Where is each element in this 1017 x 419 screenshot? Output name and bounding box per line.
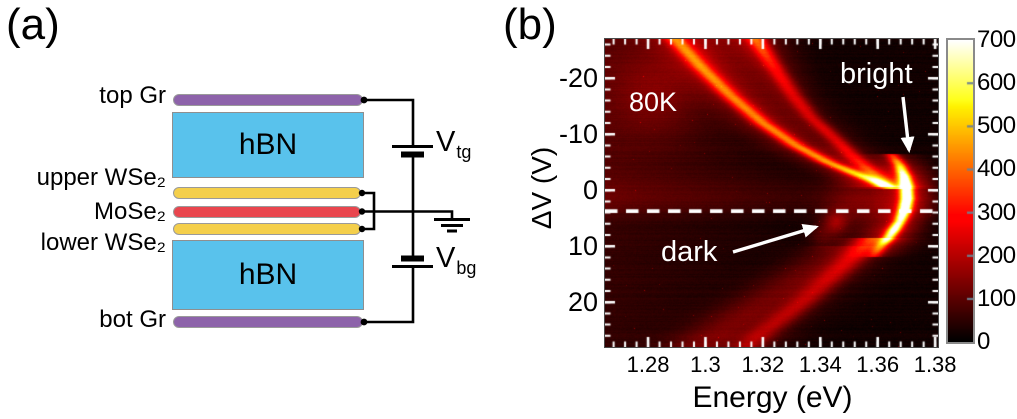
vtg-voltage-label: Vtg [436,127,471,167]
ground-symbol [434,220,470,232]
vtg-subscript: tg [456,142,471,162]
temperature-annotation: 80K [629,87,677,118]
vtg-main: V [436,126,455,158]
x-axis-label: Energy (eV) [655,381,890,415]
wire-top-gate [364,100,413,146]
battery-vbg-symbol [392,259,433,267]
dark-exciton-annotation: dark [661,236,717,269]
colorbar-tick-label: 0 [977,330,990,354]
vbg-main: V [436,242,455,274]
x-tick-label: 1.36 [846,354,910,376]
vbg-subscript: bg [456,258,476,278]
wire-to-ground [362,212,452,219]
bright-exciton-annotation: bright [840,58,913,91]
figure-device-and-heatmap: (a) top Gr upper WSe₂ MoSe₂ lower WSe₂ b… [0,0,1017,419]
y-tick-label: -20 [550,65,598,92]
colorbar-tick-label: 700 [977,28,1016,52]
y-tick-label: 0 [550,177,598,204]
battery-vtg-symbol [392,147,433,155]
colorbar-tick-label: 500 [977,114,1016,138]
colorbar-tick-label: 200 [977,244,1016,268]
gate-circuit-diagram [0,0,490,419]
y-tick-label: 10 [550,233,598,260]
vbg-voltage-label: Vbg [436,243,476,283]
x-tick-label: 1.34 [788,354,852,376]
wire-bottom-gate [364,267,413,322]
x-tick-label: 1.28 [616,354,680,376]
colorbar-tick-label: 600 [977,71,1016,95]
panel-b-label: (b) [503,2,557,48]
colorbar-tick-label: 400 [977,157,1016,181]
y-tick-label: 20 [550,289,598,316]
colorbar-tick-label: 300 [977,201,1016,225]
x-tick-label: 1.32 [731,354,795,376]
colorbar [948,40,973,342]
colorbar-tick-label: 100 [977,287,1016,311]
x-tick-label: 1.38 [903,354,967,376]
x-tick-label: 1.3 [673,354,737,376]
y-tick-label: -10 [550,121,598,148]
